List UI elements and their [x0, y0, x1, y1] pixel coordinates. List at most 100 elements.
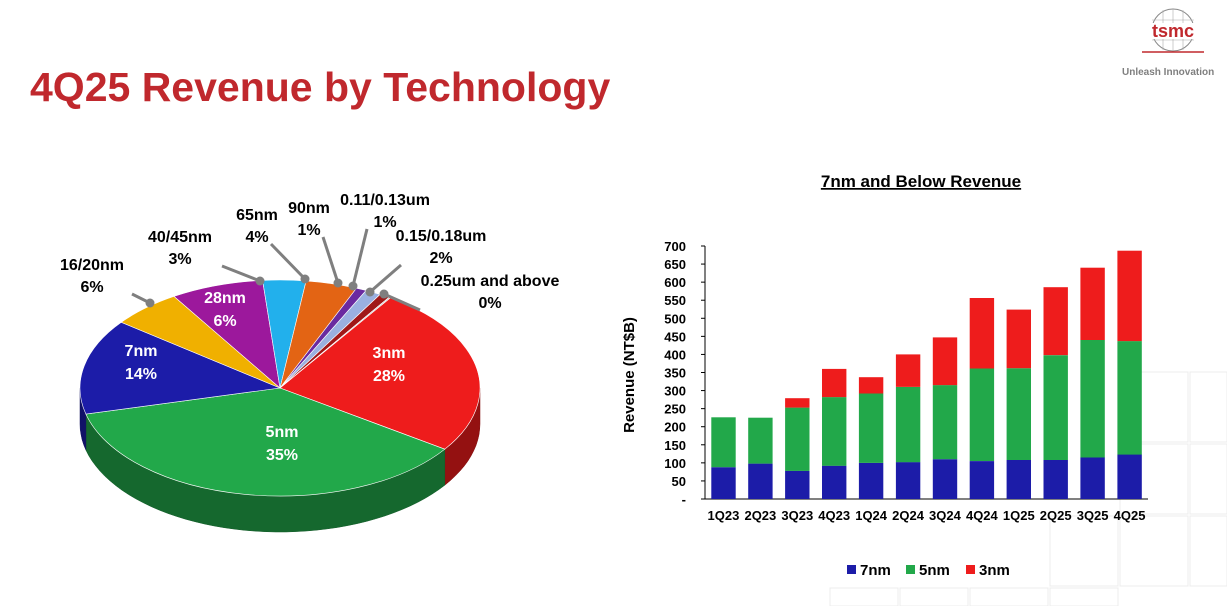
bar-3nm-4q23: [822, 368, 847, 398]
pie-value-0-25um-and-above: 0%: [478, 295, 501, 312]
leader-line-0-15-0-18um: [369, 263, 402, 294]
x-tick-label: 2Q25: [1040, 508, 1072, 523]
y-tick-label: 400: [664, 347, 686, 362]
bar-5nm-3q25: [1080, 340, 1105, 458]
legend-label-5nm: 5nm: [919, 562, 950, 579]
bar-3nm-1q24: [858, 377, 884, 394]
x-tick-label: 2Q24: [892, 508, 925, 523]
pie-value-7nm: 14%: [125, 366, 157, 383]
x-tick-label: 1Q25: [1003, 508, 1035, 523]
y-tick-label: 300: [664, 384, 686, 399]
bar-5nm-1q23: [711, 417, 736, 468]
leader-line-0-25um-and-above: [383, 292, 421, 312]
page-title: 4Q25 Revenue by Technology: [30, 64, 611, 110]
pie-value-28nm: 6%: [213, 313, 236, 330]
x-tick-label: 1Q23: [708, 508, 740, 523]
x-tick-label: 1Q24: [855, 508, 888, 523]
leader-line-40-45nm: [221, 264, 261, 283]
leader-dot-0-11-0-13um: [348, 281, 358, 291]
y-tick-label: -: [682, 492, 686, 507]
pie-label-65nm: 65nm: [236, 207, 278, 224]
bar-3nm-2q24: [895, 354, 921, 387]
tagline: Unleash Innovation: [1122, 67, 1215, 78]
legend-swatch-7nm: [847, 565, 856, 574]
y-axis-label: Revenue (NT$B): [621, 317, 638, 433]
bar-5nm-2q25: [1043, 355, 1068, 460]
bar-7nm-4q25: [1117, 454, 1142, 499]
bar-7nm-2q25: [1043, 460, 1068, 499]
y-tick-label: 200: [664, 420, 686, 435]
y-tick-label: 50: [672, 474, 686, 489]
bar-7nm-3q23: [785, 470, 810, 499]
leader-dot-0-25um-and-above: [379, 289, 389, 299]
bar-5nm-1q24: [858, 393, 884, 463]
bar-7nm-3q24: [932, 459, 958, 499]
legend-swatch-3nm: [966, 565, 975, 574]
bar-5nm-4q24: [969, 368, 995, 461]
bar-7nm-1q24: [858, 462, 884, 499]
bar-5nm-2q23: [748, 417, 773, 464]
pie-value-5nm: 35%: [266, 447, 298, 464]
y-tick-label: 550: [664, 293, 686, 308]
legend-label-7nm: 7nm: [860, 562, 891, 579]
pie-slice-5nm: [85, 387, 446, 497]
leader-dot-40-45nm: [255, 276, 265, 286]
bar-3nm-3q24: [932, 337, 958, 386]
x-tick-label: 2Q23: [744, 508, 776, 523]
bar-7nm-1q23: [711, 467, 736, 499]
pie-value-65nm: 4%: [245, 229, 268, 246]
pie-value-0-15-0-18um: 2%: [429, 250, 452, 267]
bar-7nm-4q24: [969, 461, 995, 499]
pie-value-0-11-0-13um: 1%: [373, 214, 396, 231]
x-tick-label: 4Q23: [818, 508, 850, 523]
x-tick-label: 3Q25: [1077, 508, 1109, 523]
leader-dot-0-15-0-18um: [365, 287, 375, 297]
leader-line-65nm: [269, 242, 307, 281]
y-tick-label: 250: [664, 402, 686, 417]
x-tick-label: 4Q25: [1114, 508, 1146, 523]
pie-label-40-45nm: 40/45nm: [148, 229, 212, 246]
x-tick-label: 3Q24: [929, 508, 962, 523]
legend-label-3nm: 3nm: [979, 562, 1010, 579]
bar-5nm-1q25: [1006, 368, 1031, 460]
pie-label-3nm: 3nm: [373, 345, 406, 362]
bar-3nm-2q25: [1043, 287, 1068, 356]
bar-3nm-4q25: [1117, 250, 1142, 342]
pie-value-3nm: 28%: [373, 368, 405, 385]
x-tick-label: 4Q24: [966, 508, 999, 523]
y-tick-label: 500: [664, 311, 686, 326]
pie-value-90nm: 1%: [297, 222, 320, 239]
leader-dot-16-20nm: [145, 298, 155, 308]
leader-line-0-11-0-13um: [351, 228, 369, 287]
leader-dot-90nm: [333, 278, 343, 288]
pie-label-0-25um-and-above: 0.25um and above: [421, 273, 560, 290]
y-tick-label: 650: [664, 257, 686, 272]
bar-7nm-3q25: [1080, 457, 1105, 499]
pie-label-28nm: 28nm: [204, 290, 246, 307]
bar-3nm-1q25: [1006, 309, 1031, 369]
pie-value-16-20nm: 6%: [80, 279, 103, 296]
pie-label-90nm: 90nm: [288, 200, 330, 217]
legend-swatch-5nm: [906, 565, 915, 574]
bar-7nm-2q24: [895, 462, 921, 499]
svg-text:tsmc: tsmc: [1152, 21, 1194, 41]
bar-3nm-3q25: [1080, 267, 1105, 340]
bar-5nm-4q23: [822, 397, 847, 466]
bar-7nm-1q25: [1006, 460, 1031, 499]
pie-label-16-20nm: 16/20nm: [60, 257, 124, 274]
x-tick-label: 3Q23: [781, 508, 813, 523]
bar-5nm-2q24: [895, 387, 921, 463]
pie-label-0-11-0-13um: 0.11/0.13um: [340, 192, 430, 209]
y-tick-label: 450: [664, 329, 686, 344]
pie-value-40-45nm: 3%: [168, 251, 191, 268]
pie-label-0-15-0-18um: 0.15/0.18um: [396, 228, 487, 245]
bar-7nm-2q23: [748, 463, 773, 499]
tsmc-logo: tsmc: [1141, 8, 1205, 53]
bar-5nm-3q23: [785, 407, 810, 471]
pie-label-7nm: 7nm: [125, 343, 158, 360]
leader-dot-65nm: [300, 274, 310, 284]
y-tick-label: 350: [664, 366, 686, 381]
bar-5nm-4q25: [1117, 341, 1142, 455]
